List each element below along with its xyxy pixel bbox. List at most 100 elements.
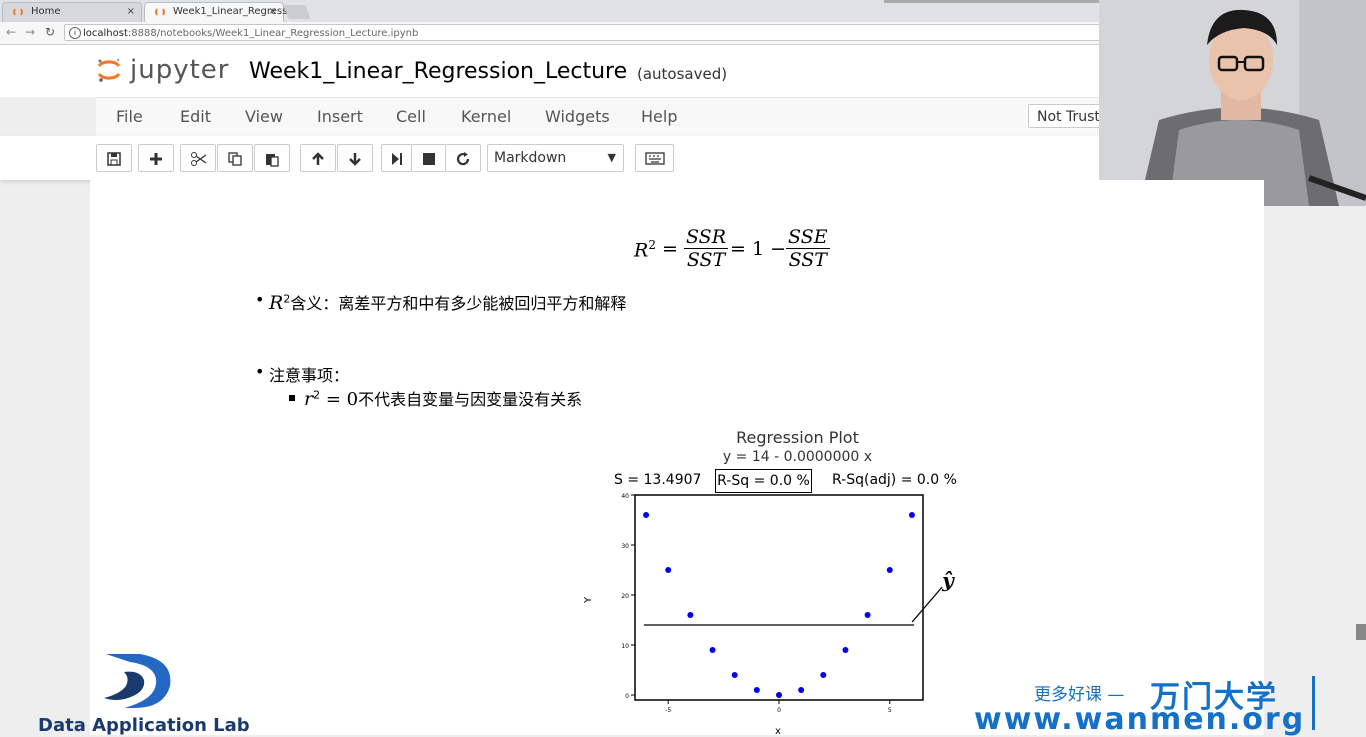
formula-sst: SST — [686, 249, 726, 271]
cell-type-select[interactable]: Markdown ▼ — [487, 144, 624, 172]
bullet-notes: • 注意事项： — [255, 362, 349, 386]
plot-point — [908, 512, 915, 518]
plot-ytick-label: 10 — [621, 643, 629, 650]
tab-notebook-label: Week1_Linear_Regress — [173, 6, 288, 17]
plot-point — [820, 672, 827, 678]
plot-annotation-yhat: ŷ — [941, 568, 955, 592]
sub-bullet-r2-zero: r2 = 0不代表自变量与因变量没有关系 — [304, 386, 582, 410]
tab-close-icon[interactable]: × — [268, 6, 277, 17]
menu-view[interactable]: View — [245, 107, 283, 126]
plot-ylabel: Y — [583, 596, 594, 604]
plot-equation: y = 14 - 0.0000000 x — [722, 449, 873, 465]
save-status: (autosaved) — [637, 65, 728, 83]
info-icon[interactable]: i — [69, 27, 81, 39]
plot-stat-rsq-adj: R-Sq(adj) = 0.0 % — [832, 472, 957, 488]
formula-ssr: SSR — [684, 226, 729, 249]
paste-icon — [266, 154, 279, 167]
jupyter-favicon-icon — [155, 7, 165, 17]
move-down-button[interactable] — [337, 144, 373, 172]
chevron-down-icon: ▼ — [607, 151, 616, 164]
plot-xtick-label: 0 — [777, 707, 781, 714]
notebook-title[interactable]: Week1_Linear_Regression_Lecture — [249, 59, 628, 84]
back-icon[interactable]: ← — [6, 25, 17, 39]
menu-kernel[interactable]: Kernel — [461, 107, 512, 126]
wanmen-divider — [1312, 676, 1315, 730]
plot-xtick-label: 5 — [888, 707, 892, 714]
restart-button[interactable] — [445, 144, 481, 172]
save-button[interactable] — [96, 144, 132, 172]
keyboard-icon — [645, 152, 665, 165]
sub-bullet-eq: = 0 — [320, 389, 359, 410]
formula-exponent: 2 — [648, 238, 656, 252]
bullet-dot: • — [255, 362, 265, 381]
formula-fraction-ssr-sst: SSR SST — [684, 226, 729, 271]
menu-edit[interactable]: Edit — [180, 107, 211, 126]
menu-file[interactable]: File — [116, 107, 143, 126]
plot-point — [776, 692, 782, 698]
plot-point — [731, 672, 738, 678]
plot-stat-s: S = 13.4907 — [614, 472, 702, 488]
plot-annotation-arrow — [911, 586, 943, 623]
interrupt-button[interactable] — [411, 144, 446, 172]
plot-ytick-label: 20 — [621, 593, 629, 600]
sub-bullet-r-math: r — [304, 388, 314, 410]
restart-icon — [456, 152, 470, 166]
menu-insert[interactable]: Insert — [317, 107, 363, 126]
menu-cell[interactable]: Cell — [396, 107, 426, 126]
jupyter-logo[interactable]: jupyter — [96, 55, 228, 89]
sub-bullet-square — [289, 395, 295, 401]
jupyter-logo-icon — [97, 58, 121, 82]
plot-point — [798, 687, 805, 693]
plus-icon — [150, 153, 162, 165]
plot-point — [753, 687, 760, 693]
not-trusted-indicator[interactable]: Not Truste — [1028, 104, 1108, 128]
formula-r: R — [634, 239, 649, 262]
sub-bullet-r-exp: 2 — [313, 388, 321, 402]
plot-canvas: Y x 0 10 20 30 40 -5 0 5 ŷ — [583, 493, 955, 735]
arrow-up-icon — [312, 152, 324, 165]
notebook-page — [90, 180, 1264, 735]
command-palette-button[interactable] — [635, 144, 674, 172]
copy-button[interactable] — [217, 144, 253, 172]
paste-button[interactable] — [254, 144, 290, 172]
scrollbar-thumb[interactable] — [1356, 624, 1366, 640]
cut-button[interactable] — [180, 144, 216, 172]
tab-home[interactable]: Home × — [2, 2, 142, 22]
url-host: localhost — [83, 28, 128, 39]
r-squared-formula: R2 = SSR SST = 1 − SSE SST — [634, 226, 834, 276]
menu-help[interactable]: Help — [641, 107, 678, 126]
cut-icon — [191, 152, 207, 166]
window-edge — [884, 0, 1170, 3]
reload-icon[interactable]: ↻ — [45, 25, 56, 39]
formula-lhs: R2 — [634, 238, 656, 261]
formula-sst-2: SST — [788, 249, 827, 271]
bullet-r2-meaning: • R2含义：离差平方和中有多少能被回归平方和解释 — [255, 290, 627, 314]
plot-point — [687, 612, 694, 618]
menu-widgets[interactable]: Widgets — [545, 107, 610, 126]
plot-stat-rsq: R-Sq = 0.0 % — [715, 469, 812, 493]
run-button[interactable] — [381, 144, 412, 172]
stop-icon — [423, 153, 435, 165]
formula-equals: = — [662, 238, 678, 260]
jupyter-favicon-icon — [13, 7, 23, 17]
url-path: :8888/notebooks/Week1_Linear_Regression_… — [127, 28, 419, 39]
move-up-button[interactable] — [300, 144, 336, 172]
dal-lab-name: Data Application Lab — [38, 715, 250, 736]
tab-home-label: Home — [31, 6, 61, 17]
url-input[interactable]: i localhost:8888/notebooks/Week1_Linear_… — [64, 24, 1100, 41]
save-icon — [107, 152, 121, 166]
sub-bullet-text: 不代表自变量与因变量没有关系 — [358, 390, 583, 409]
tab-notebook[interactable]: Week1_Linear_Regress × — [144, 2, 288, 22]
forward-icon[interactable]: → — [25, 25, 36, 39]
bullet-r2-math: R — [269, 292, 284, 314]
formula-one-minus: = 1 − — [730, 238, 787, 260]
presenter-video-image — [1099, 0, 1366, 206]
bullet-dot: • — [255, 290, 265, 309]
insert-cell-button[interactable] — [138, 144, 174, 172]
new-tab-button[interactable] — [283, 5, 311, 19]
webcam-overlay — [1099, 0, 1366, 206]
dal-watermark: Data Application Lab — [38, 648, 258, 736]
regression-plot: Regression Plot y = 14 - 0.0000000 x S =… — [580, 425, 970, 735]
tab-close-icon[interactable]: × — [126, 6, 135, 17]
bullet-r2-text: 含义：离差平方和中有多少能被回归平方和解释 — [290, 294, 627, 313]
